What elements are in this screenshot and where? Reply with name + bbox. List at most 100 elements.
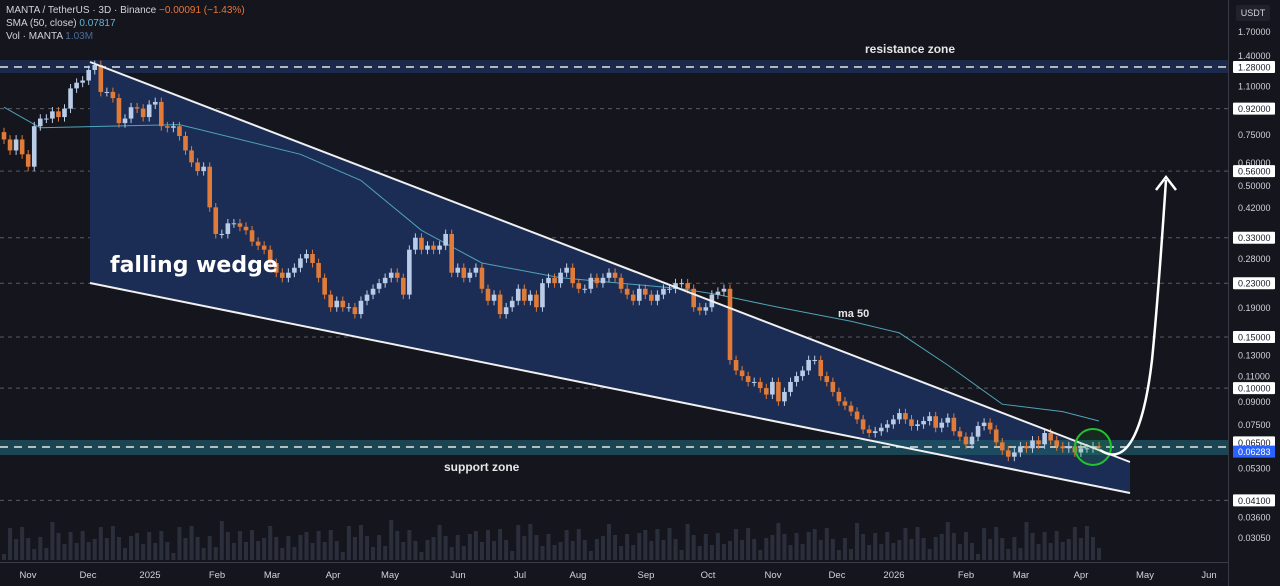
price-tick-label: 0.09000 (1238, 397, 1271, 407)
price-tick-label: 0.28000 (1238, 254, 1271, 264)
price-level-badge (1233, 231, 1275, 244)
volume-bar (1091, 537, 1095, 560)
candle-body (62, 108, 67, 118)
volume-bar (14, 539, 19, 560)
volume-bar (558, 542, 563, 560)
price-tick-label: 0.92000 (1238, 104, 1271, 114)
volume-bar (794, 533, 799, 560)
volume-bar (62, 544, 67, 560)
price-tick-label: 1.28000 (1238, 63, 1271, 73)
currency-unit-button[interactable]: USDT (1236, 5, 1270, 21)
volume-bar (286, 536, 291, 560)
volume-bar (159, 531, 164, 560)
candle-body (443, 233, 448, 246)
candle-body (691, 288, 696, 308)
candle-body (370, 288, 376, 295)
candle-body (128, 107, 134, 119)
volume-bar (673, 539, 678, 560)
volume-bar (867, 545, 872, 560)
volume-bar (1042, 532, 1047, 560)
candle-body (600, 277, 606, 284)
candle-body (322, 277, 327, 295)
price-tick-label: 0.50000 (1238, 181, 1271, 191)
candle-body (661, 288, 666, 295)
volume-bar (836, 550, 841, 560)
volume-bar (945, 522, 950, 560)
volume-bar (135, 533, 140, 560)
candle-body (328, 294, 333, 308)
volume-bar (2, 554, 6, 560)
volume-bar (250, 530, 255, 560)
volume-bar (171, 553, 176, 560)
volume-bar (812, 529, 817, 560)
time-tick-label: 2026 (883, 570, 904, 581)
candle-body (679, 283, 684, 285)
candle-body (903, 413, 908, 420)
candle-body (697, 307, 703, 311)
candle-body (183, 136, 188, 151)
volume-bar (842, 538, 847, 560)
candle-body (860, 419, 866, 430)
candle-body (993, 429, 999, 443)
candle-body (159, 101, 164, 127)
candle-body (667, 288, 672, 290)
volume-bar (909, 539, 914, 560)
candle-body (68, 88, 73, 109)
volume-bar (510, 551, 515, 560)
time-tick-label: Jun (450, 570, 465, 581)
candle-body (776, 381, 781, 402)
candle-body (146, 104, 152, 118)
wedge-lower-line (89, 282, 1131, 494)
volume-bar (855, 523, 860, 560)
volume-bar (830, 539, 835, 560)
price-tick-label: 0.56000 (1238, 167, 1271, 177)
candle-body (770, 381, 775, 395)
candle-body (267, 249, 273, 263)
candle-body (818, 359, 824, 377)
volume-bar (377, 535, 382, 560)
time-tick-label: 2025 (139, 570, 160, 581)
volume-bar (110, 526, 115, 560)
candle-body (1024, 446, 1029, 449)
candle-body (382, 277, 388, 284)
volume-bar (534, 535, 539, 560)
volume-bar (655, 529, 660, 560)
price-tick-label: 1.70000 (1238, 27, 1271, 37)
candle-body (564, 267, 569, 273)
candle-body (655, 294, 660, 301)
candle-body (431, 245, 436, 250)
price-level-badge (1233, 494, 1275, 507)
candle-body (630, 294, 636, 301)
candle-body (316, 262, 321, 278)
candle-body (376, 283, 382, 289)
volume-bar (207, 536, 212, 560)
candle-body (165, 126, 170, 128)
volume-bar (788, 545, 793, 560)
candle-body (1006, 450, 1011, 457)
candle-body (764, 388, 769, 395)
candle-body (56, 111, 61, 118)
candle-body (624, 288, 630, 295)
candle-body (497, 294, 503, 315)
arrow-head-icon (1155, 174, 1177, 191)
candle-body (503, 307, 509, 315)
volume-bar (994, 527, 999, 560)
volume-bar (153, 543, 158, 560)
time-tick-label: Feb (958, 570, 974, 581)
candle-body (552, 277, 557, 284)
volume-bar (68, 532, 73, 560)
candle-body (243, 226, 249, 231)
volume-bar (849, 549, 853, 560)
candle-body (1030, 440, 1035, 449)
price-level-badge (1233, 61, 1275, 73)
candle-body (207, 166, 212, 208)
candle-body (891, 419, 896, 425)
volume-bar (800, 544, 805, 560)
candle-body (540, 283, 545, 308)
candle-body (969, 436, 975, 445)
volume-bar (637, 533, 642, 560)
candle-body (534, 294, 539, 308)
candle-body (643, 288, 648, 295)
symbol-title: MANTA / TetherUS · 3D · Binance (6, 5, 157, 16)
